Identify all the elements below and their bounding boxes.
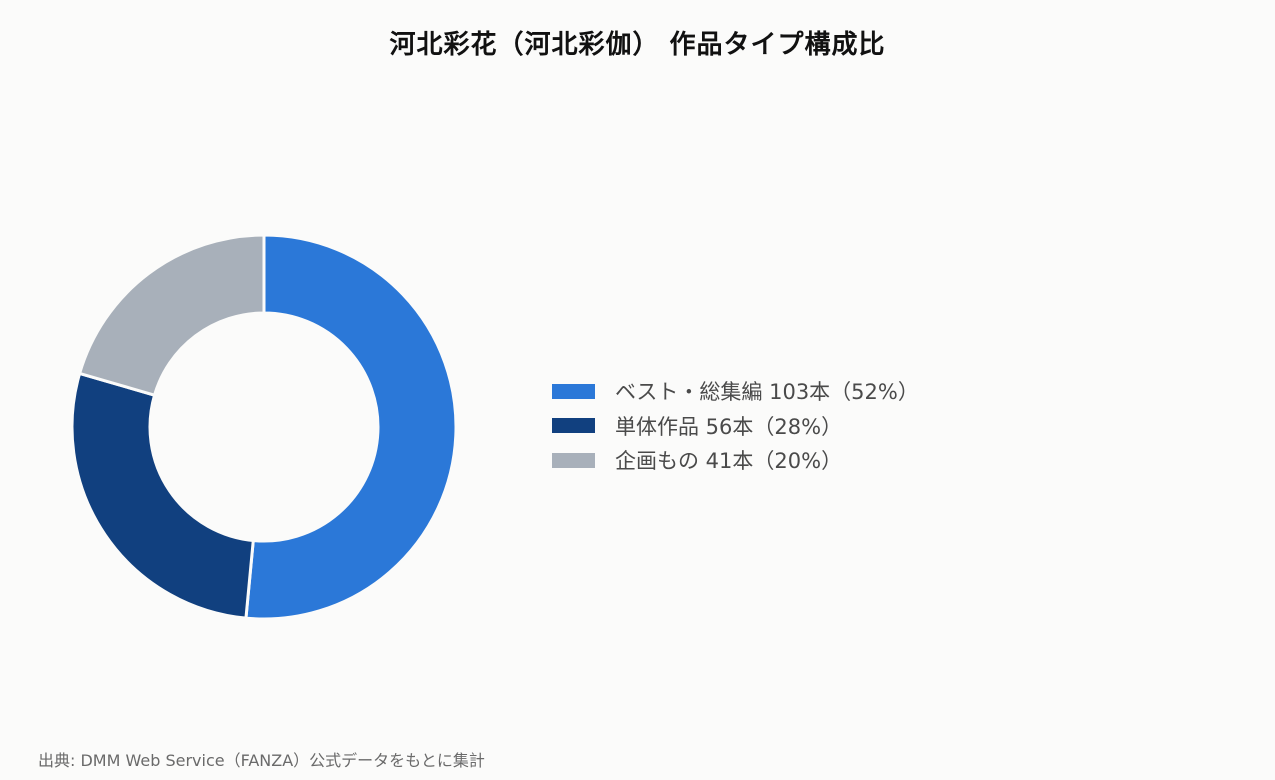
legend-swatch-kikaku (552, 452, 595, 468)
donut-slice-single (70, 371, 255, 620)
legend-label-best: ベスト・総集編 103本（52%） (615, 380, 919, 405)
legend: ベスト・総集編 103本（52%） 単体作品 56本（28%） 企画もの 41本… (552, 374, 1152, 478)
donut-slice-kikaku (78, 233, 266, 397)
legend-label-single: 単体作品 56本（28%） (615, 414, 843, 439)
chart-title: 河北彩花（河北彩伽） 作品タイプ構成比 (389, 30, 886, 60)
legend-swatch-single (552, 418, 595, 434)
legend-item-kikaku: 企画もの 41本（20%） (552, 443, 1152, 478)
donut-slice-best (244, 233, 458, 621)
source-note: 出典: DMM Web Service（FANZA）公式データをもとに集計 (38, 751, 485, 770)
legend-item-single: 単体作品 56本（28%） (552, 409, 1152, 444)
legend-swatch-best (552, 383, 595, 399)
legend-item-best: ベスト・総集編 103本（52%） (552, 374, 1152, 409)
legend-label-kikaku: 企画もの 41本（20%） (615, 449, 843, 474)
